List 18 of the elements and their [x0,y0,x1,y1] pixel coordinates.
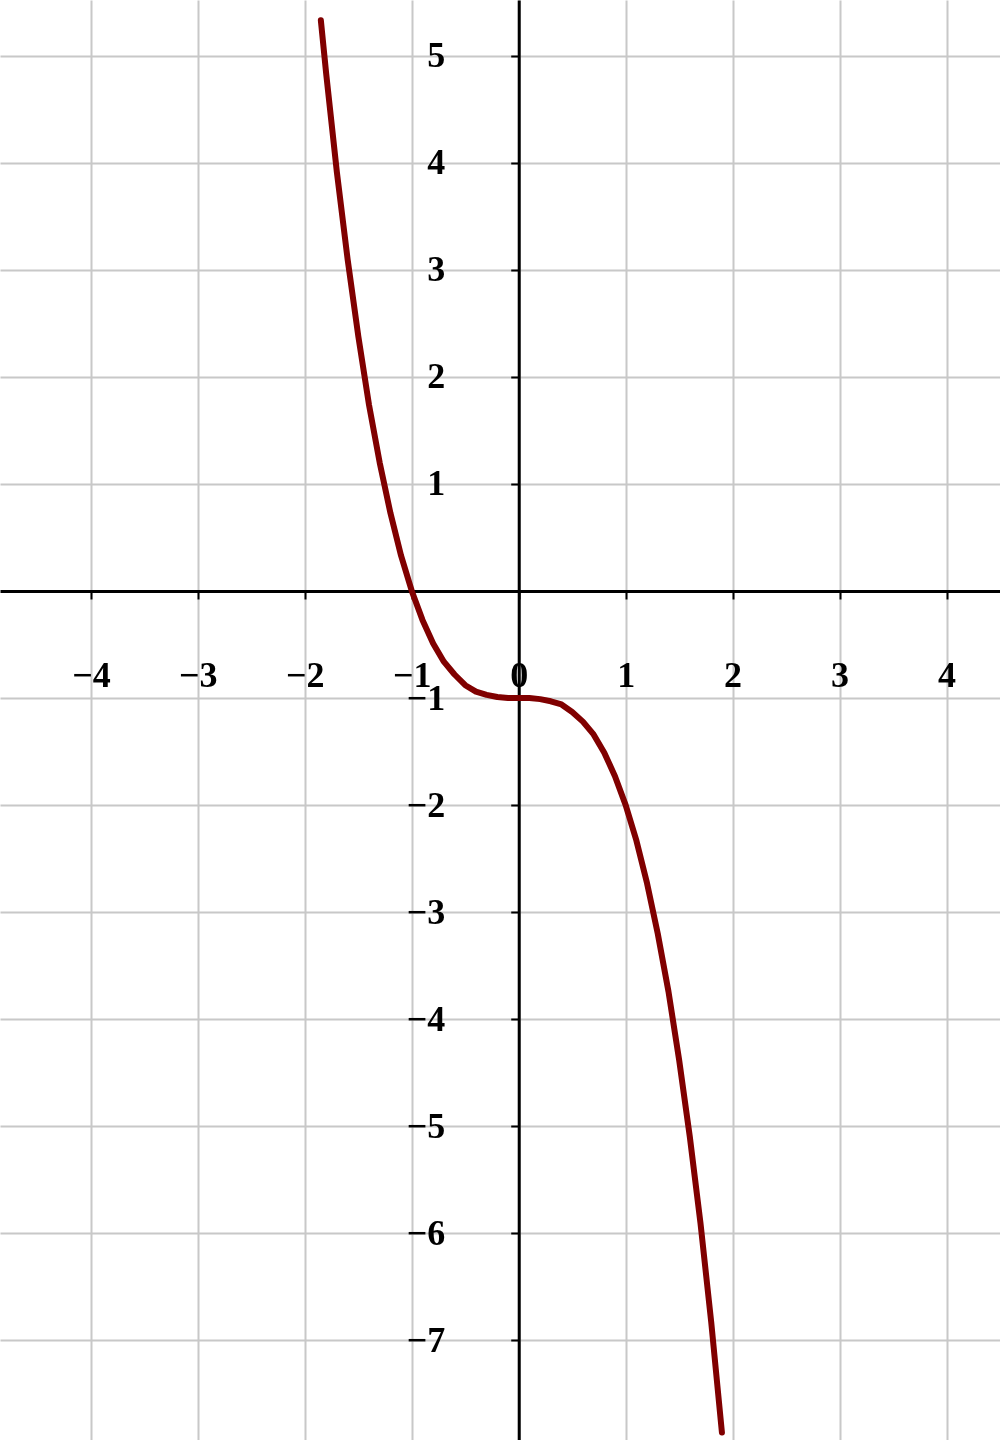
x-tick-label: 3 [831,655,850,696]
y-tick-label: −4 [406,998,446,1039]
y-tick-label: −2 [406,784,446,825]
x-tick-label: 1 [617,655,636,696]
y-tick-label: −5 [406,1105,446,1146]
y-tick-label: −7 [406,1319,446,1360]
y-tick-label: −6 [406,1212,446,1253]
y-tick-label: 4 [427,142,446,183]
y-tick-label: 5 [427,35,446,76]
x-tick-label: 4 [938,655,957,696]
x-tick-label: −3 [179,655,218,696]
x-tick-label: −2 [286,655,325,696]
y-tick-label: −3 [406,891,446,932]
y-tick-label: 3 [427,249,446,290]
y-tick-label: 2 [427,356,446,397]
y-tick-label: 1 [427,463,446,504]
x-tick-label: −4 [72,655,111,696]
x-tick-label: 2 [724,655,743,696]
